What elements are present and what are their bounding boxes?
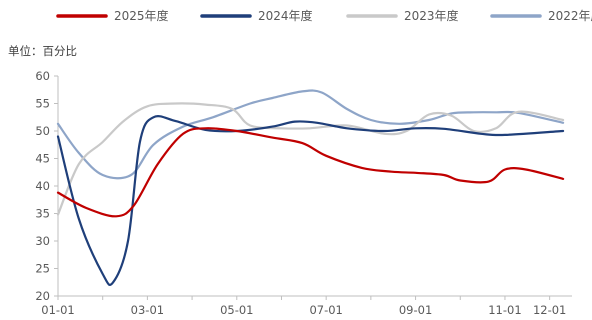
y-tick-label: 20 xyxy=(35,289,50,303)
y-tick-label: 25 xyxy=(35,262,50,276)
legend-label: 2024年度 xyxy=(258,8,313,23)
x-tick-label: 12-01 xyxy=(533,303,566,317)
chart-legend: 2025年度 2024年度 2023年度 2022年度 xyxy=(56,8,592,23)
legend-label: 2025年度 xyxy=(114,8,169,23)
legend-label: 2023年度 xyxy=(404,8,459,23)
x-tick-label: 07-01 xyxy=(309,303,342,317)
legend-item: 2025年度 xyxy=(56,8,169,23)
x-tick-label: 03-01 xyxy=(131,303,164,317)
x-tick-label: 05-01 xyxy=(220,303,253,317)
x-tick-label: 09-01 xyxy=(399,303,432,317)
legend-label: 2022年度 xyxy=(548,8,592,23)
x-tick-label: 11-01 xyxy=(488,303,521,317)
y-tick-label: 60 xyxy=(35,69,50,83)
y-tick-label: 40 xyxy=(35,179,50,193)
series-line-2025年度 xyxy=(56,127,565,218)
series-line-2023年度 xyxy=(56,102,565,216)
y-tick-label: 35 xyxy=(35,207,50,221)
legend-item: 2024年度 xyxy=(200,8,313,23)
series-line-2022年度 xyxy=(56,89,565,180)
y-tick-label: 45 xyxy=(35,152,50,166)
plot-area xyxy=(56,89,565,286)
x-tick-label: 01-01 xyxy=(41,303,74,317)
legend-item: 2023年度 xyxy=(346,8,459,23)
unit-label: 单位：百分比 xyxy=(8,44,77,58)
y-tick-label: 55 xyxy=(35,97,50,111)
y-axis: 20 25 30 35 40 45 50 55 60 xyxy=(35,69,59,303)
y-tick-label: 50 xyxy=(35,124,50,138)
legend-item: 2022年度 xyxy=(490,8,592,23)
series-line-2024年度 xyxy=(56,115,565,286)
y-tick-label: 30 xyxy=(35,234,50,248)
x-axis: 01-01 03-01 05-01 07-01 09-01 11-01 12-01 xyxy=(41,295,572,317)
